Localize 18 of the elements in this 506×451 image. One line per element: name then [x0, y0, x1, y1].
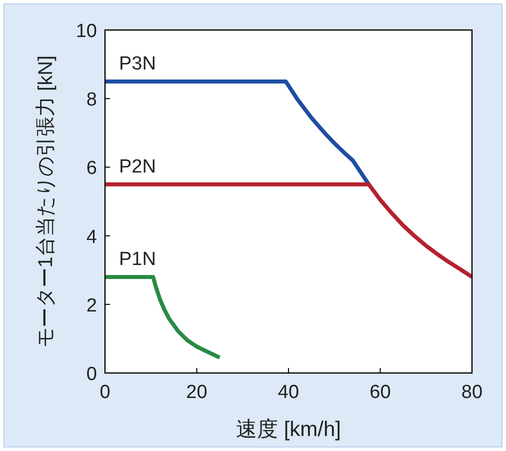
- y-tick-label: 8: [86, 90, 97, 111]
- y-tick-label: 0: [86, 364, 97, 385]
- x-tick-label: 40: [278, 382, 300, 403]
- series-label: P2N: [119, 156, 156, 178]
- x-tick-label: 20: [186, 382, 208, 403]
- y-tick-label: 2: [86, 295, 97, 316]
- series-label: P1N: [119, 248, 156, 270]
- x-axis-title: 速度 [km/h]: [236, 418, 342, 441]
- x-tick-label: 0: [100, 382, 110, 403]
- y-axis-title: モーター1台当たりの引張力 [kN]: [35, 55, 57, 348]
- line-series: [103, 182, 474, 279]
- x-tick-label: 60: [370, 382, 391, 403]
- series-label: P3N: [119, 53, 156, 74]
- y-tick-label: 4: [86, 226, 98, 248]
- line-series: [103, 274, 222, 360]
- y-tick-label: 10: [76, 21, 97, 42]
- y-tick-label: 6: [86, 158, 97, 180]
- x-tick-label: 80: [461, 382, 483, 403]
